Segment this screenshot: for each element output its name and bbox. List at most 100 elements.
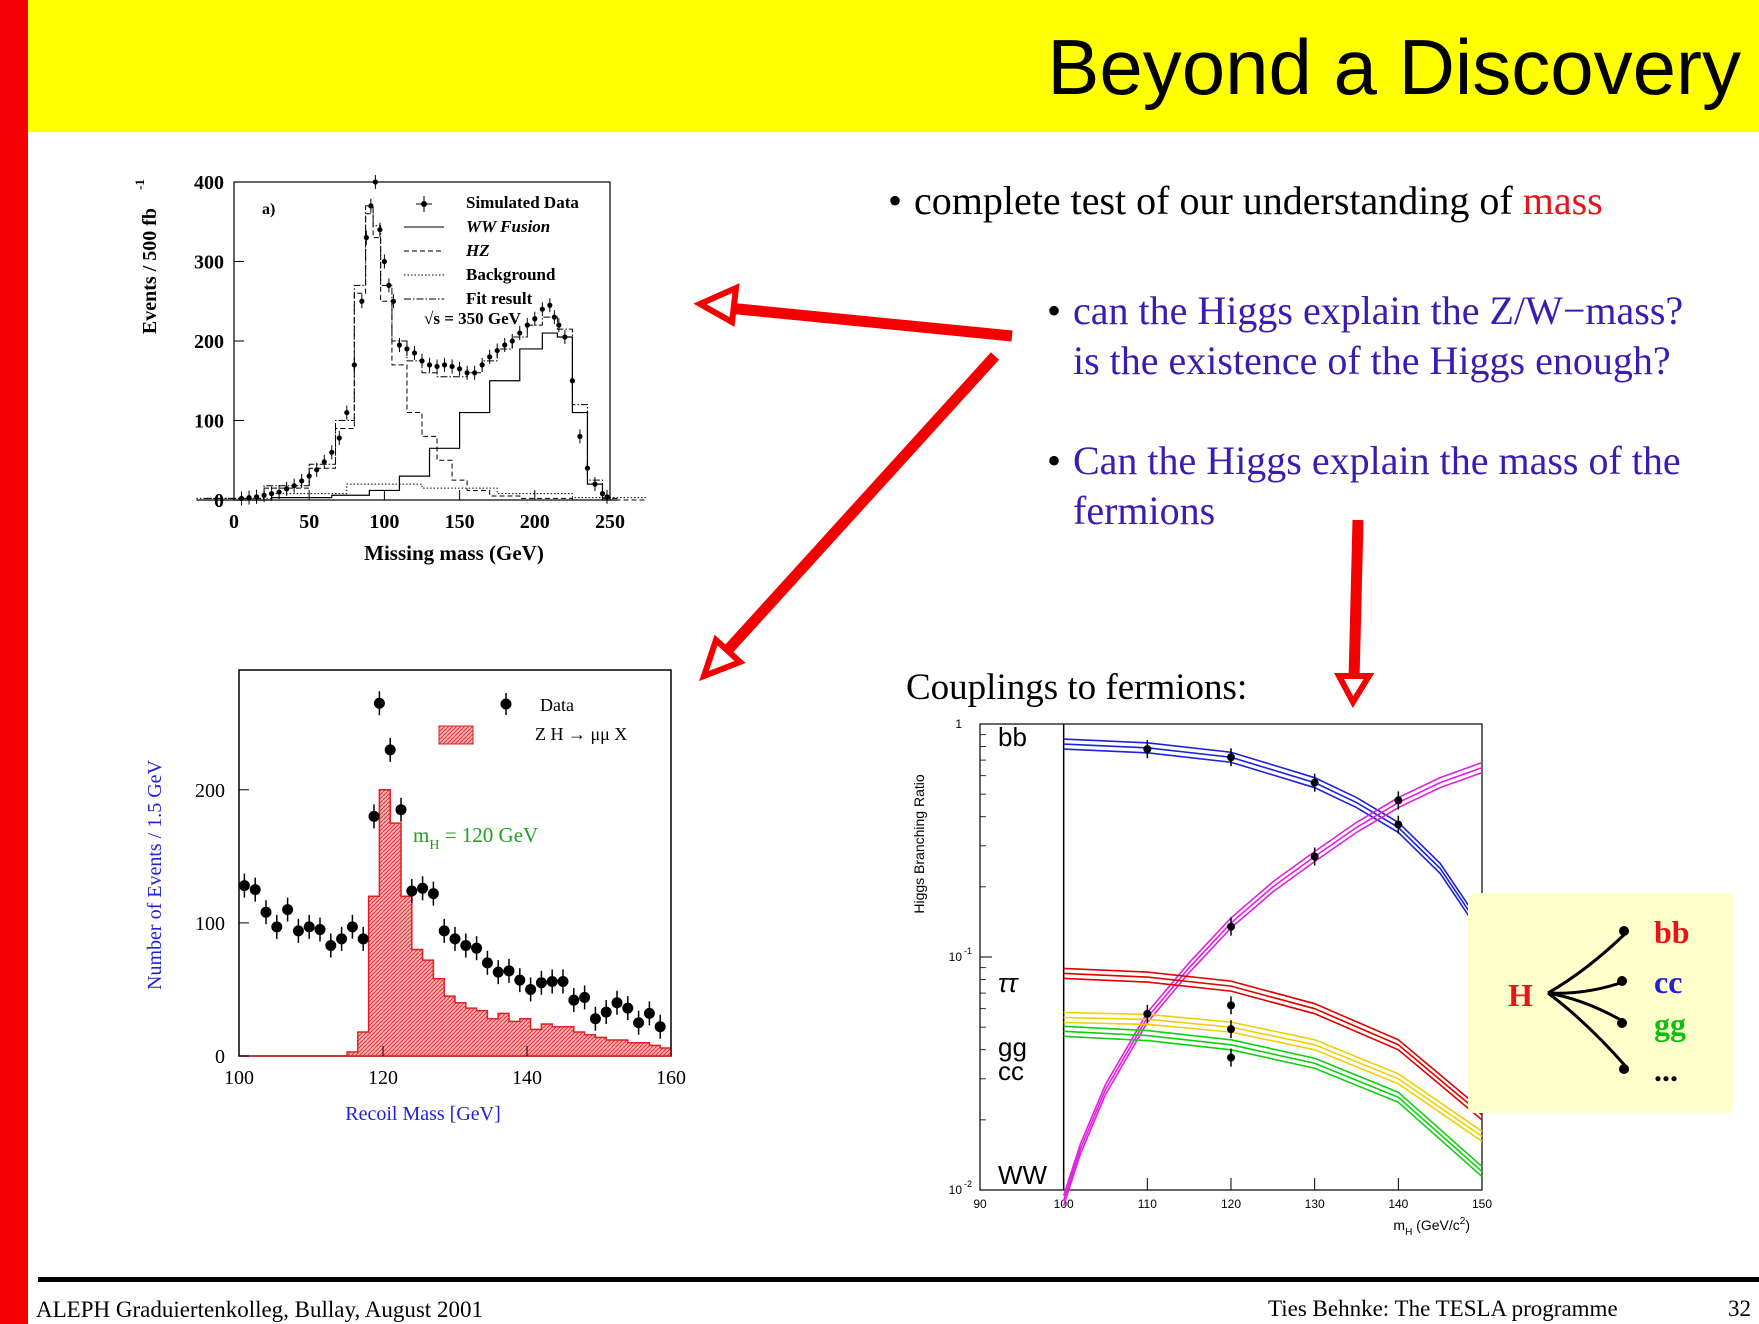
data-point xyxy=(377,227,383,233)
data-point xyxy=(384,744,396,756)
channel-label: gg xyxy=(998,1032,1027,1062)
data-point xyxy=(438,925,450,937)
data-point xyxy=(299,478,305,484)
bullet-dot: • xyxy=(888,178,903,223)
data-point xyxy=(314,924,326,936)
y-tick-exponent: -1 xyxy=(964,946,972,956)
x-axis-label: Missing mass (GeV) xyxy=(364,541,544,565)
br-curve-cc xyxy=(1063,1016,1483,1137)
y-tick-label: 200 xyxy=(194,331,224,353)
y-tick-label: 0 xyxy=(214,490,224,512)
data-point xyxy=(449,363,455,370)
data-point xyxy=(404,346,410,352)
data-point xyxy=(514,974,526,986)
data-point xyxy=(464,370,470,376)
x-tick-label: 120 xyxy=(368,1067,398,1089)
y-tick-label: 300 xyxy=(194,252,224,274)
legend-label: Z H → μμ X xyxy=(535,724,627,744)
x-axis-label: mH (GeV/c2) xyxy=(1393,1216,1470,1238)
channel-label: ττ xyxy=(998,968,1020,998)
data-point xyxy=(406,885,418,897)
data-point xyxy=(346,921,358,933)
br-curve-gg xyxy=(1063,1030,1483,1173)
sub-bullet-1-line1: can the Higgs explain the Z/W−mass? xyxy=(1073,288,1684,333)
channel-label: cc xyxy=(998,1056,1024,1086)
legend-label: WW Fusion xyxy=(466,217,550,236)
sub-bullet-1-line2: is the existence of the Higgs enough? xyxy=(1073,338,1671,383)
data-point xyxy=(359,298,365,304)
bullet-dot: • xyxy=(1047,438,1062,483)
br-curve-ττ xyxy=(1063,967,1483,1111)
br-curve-bb xyxy=(1063,748,1483,936)
data-point xyxy=(471,942,483,954)
data-point xyxy=(503,965,515,977)
data-point xyxy=(568,994,580,1006)
data-point xyxy=(390,298,397,304)
footer-left: ALEPH Graduiertenkolleg, Bullay, August … xyxy=(36,1297,483,1322)
data-point xyxy=(238,495,245,502)
x-tick-label: 150 xyxy=(1472,1197,1492,1211)
data-point xyxy=(611,997,623,1009)
x-tick-label: 140 xyxy=(1388,1197,1408,1211)
br-marker xyxy=(1227,753,1235,762)
footer-rule xyxy=(38,1277,1759,1282)
data-point xyxy=(604,494,610,500)
arrow-to-couplings xyxy=(1348,519,1364,681)
page-number: 32 xyxy=(1728,1296,1751,1321)
br-curve-bb xyxy=(1063,743,1483,931)
x-tick-label: 150 xyxy=(445,511,475,533)
data-point xyxy=(411,350,418,356)
br-marker xyxy=(1227,1053,1235,1062)
data-point xyxy=(314,467,320,473)
data-point xyxy=(569,378,575,384)
br-marker xyxy=(1227,922,1235,931)
inset-child-label: gg xyxy=(1654,1006,1686,1042)
data-point xyxy=(271,921,283,933)
data-point xyxy=(643,1007,655,1019)
data-point xyxy=(547,302,553,308)
data-point xyxy=(284,486,290,492)
data-point xyxy=(396,342,403,348)
data-point xyxy=(292,925,304,937)
x-tick-label: 110 xyxy=(1138,1197,1157,1211)
legend-label: Background xyxy=(466,265,556,284)
data-point xyxy=(368,203,374,209)
data-point xyxy=(426,362,433,368)
data-point xyxy=(579,991,591,1003)
data-point xyxy=(577,433,583,439)
bullet-main-text: complete test of our understanding of xyxy=(914,178,1523,223)
inset-child-label: ... xyxy=(1654,1052,1678,1088)
data-point xyxy=(556,322,562,328)
br-curve-bb xyxy=(1063,738,1483,926)
br-marker xyxy=(1310,852,1319,861)
data-point xyxy=(395,804,407,816)
data-point xyxy=(525,983,537,995)
y-tick-exponent: -2 xyxy=(964,1179,972,1189)
data-point xyxy=(372,179,378,185)
x-tick-label: 120 xyxy=(1221,1197,1241,1211)
inset-arrowhead xyxy=(1617,1018,1627,1028)
inset-child-label: bb xyxy=(1654,914,1690,950)
data-point xyxy=(325,940,337,952)
series-hz xyxy=(203,213,648,501)
br-marker xyxy=(1394,796,1403,805)
data-point xyxy=(457,366,463,372)
x-tick-label: 90 xyxy=(973,1197,987,1211)
data-point xyxy=(381,258,387,265)
inset-branch-line xyxy=(1547,929,1630,995)
inset-branch-line xyxy=(1547,991,1630,1070)
data-point xyxy=(249,884,261,896)
arrow-head xyxy=(1333,673,1375,709)
legend-swatch xyxy=(421,201,427,207)
legend-label: Simulated Data xyxy=(466,193,579,212)
y-tick-label: 200 xyxy=(195,780,225,802)
x-tick-label: 250 xyxy=(595,511,625,533)
series-background xyxy=(196,483,648,499)
sub-bullet-2-line2: fermions xyxy=(1073,488,1216,533)
x-tick-label: 0 xyxy=(229,511,239,533)
slide-title: Beyond a Discovery xyxy=(1047,23,1741,111)
data-point xyxy=(419,358,425,364)
br-curve-WW xyxy=(1062,771,1483,1206)
